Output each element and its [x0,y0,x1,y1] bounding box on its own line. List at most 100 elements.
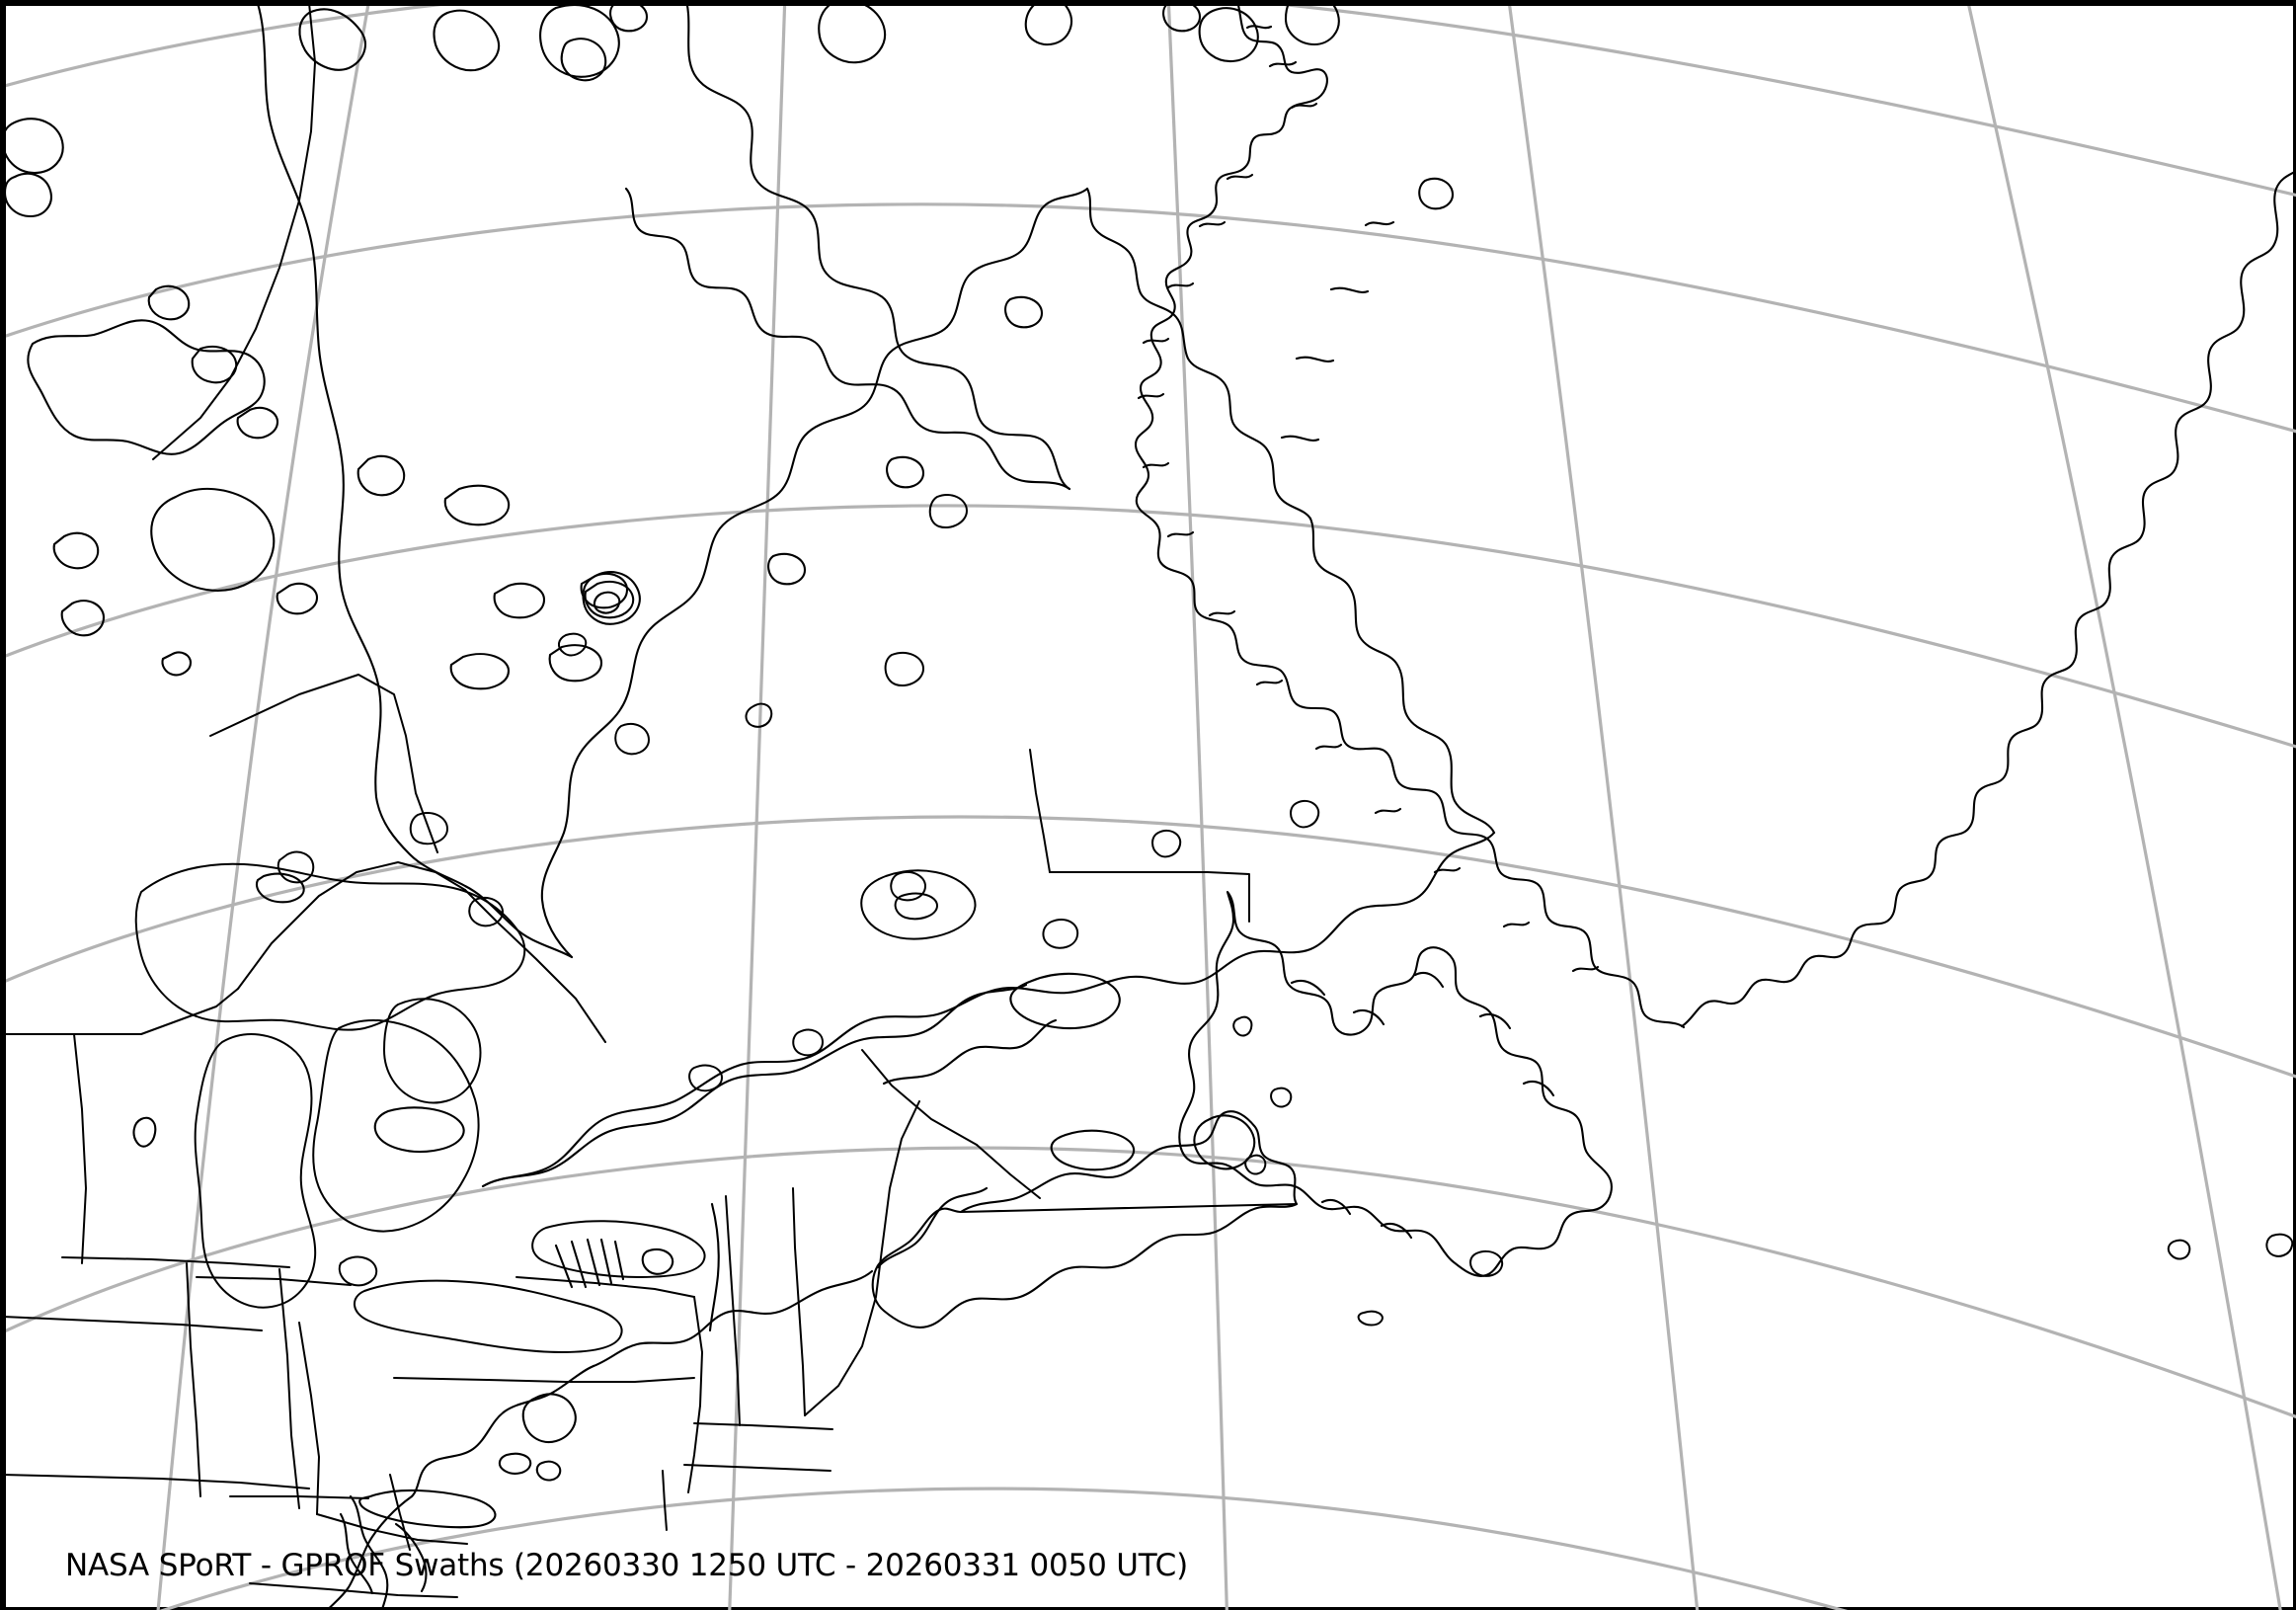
newfoundland-small-island-1 [1232,1015,1253,1037]
interior-lake-9 [614,722,650,756]
isle-royale [256,872,305,904]
arctic-island-a [298,8,366,71]
nb-ns-border [976,1144,1041,1199]
maritimes [871,1018,1299,1328]
prince-edward-island [1050,1129,1136,1171]
us-state-border-penn-north [515,1276,695,1298]
arctic-island-i [3,118,64,175]
arctic-island-c [539,3,620,78]
belcher-islands [582,571,641,625]
graticule-parallel [3,3,2296,198]
hudson-strait-island-1 [886,455,925,489]
lake-winnebago [132,1116,157,1148]
interior-lake-7 [409,811,448,845]
victoria-island-coast [27,319,266,455]
lake-champlain [708,1202,720,1332]
north-island-fragment-1 [609,3,649,33]
great-lakes [134,850,706,1353]
massachusetts-coast [410,1364,595,1498]
interior-lakes-and-islands [132,493,2294,1332]
ungava-peninsula [1085,187,1312,521]
arctic-small-island-3 [236,406,279,440]
sable-island [1357,1310,1384,1327]
us-state-border-vermont-nh [725,1195,741,1426]
lake-erie [354,1279,623,1353]
graticule-parallels [3,3,2296,1610]
gaspe-peninsula [797,983,1028,1072]
canada-us-border-west [3,988,239,1035]
graticule-parallel [159,1487,1849,1610]
azores-island-a [2167,1239,2191,1260]
hudson-bay-west-coast [256,3,382,799]
us-state-border-2 [3,1316,263,1331]
arctic-island-f [1198,7,1259,63]
small-island-j [52,531,100,570]
north-island-fragment-3 [1418,177,1455,210]
hudson-strait-island-2 [767,552,807,586]
ungava-interior-lake [860,869,977,940]
arctic-island-d [560,38,607,82]
ellesmere-fragment [1024,3,1072,46]
arctic-island-g [1284,3,1340,46]
bay-of-fundy [876,1186,989,1269]
new-brunswick-coast [882,1018,1058,1086]
canada-border-west-extra [152,3,316,460]
map-plot-area [3,3,2296,1610]
lake-nipigon [277,850,315,884]
greenland-east-coast [1680,395,2211,1028]
newfoundland-inlets [1290,971,1555,1240]
us-state-border-conn [662,1470,668,1531]
interior-lake-2 [688,1064,723,1092]
political-borders [3,3,1250,1598]
interior-lake-12 [1290,799,1320,829]
us-state-border-ky-tn [3,1474,310,1489]
graticule-meridian [1166,3,1228,1610]
nova-scotia-south-coast [871,1202,1299,1328]
canada-us-border-lakes [237,861,466,990]
us-state-border-wisconsin [73,1033,87,1264]
graticule-meridian [156,3,370,1610]
chesapeake-bay [339,1494,389,1610]
northern-fragments [609,3,1455,586]
st-lawrence-river-north [481,1064,740,1188]
us-state-border-indiana [278,1268,300,1509]
manitoulin-island [373,1106,465,1154]
interior-lake-5 [928,493,968,528]
interior-lake-3 [1042,918,1079,949]
graticule-meridian [1966,3,2282,1610]
graticule-parallel [3,815,2296,1079]
small-island-m [161,651,193,677]
greenland-west-fjord-detail [1280,220,1395,442]
interior-lake-6 [558,632,588,657]
hudson-small-island-3 [493,582,546,619]
arctic-small-island-1 [147,284,191,321]
finger-lakes-island [641,1248,674,1275]
greenland-east-coast-upper [2207,170,2296,399]
labrador-south-coast [1129,831,1496,985]
newfoundland-offshore-island-1 [1270,1087,1293,1108]
hudson-bay-southwest [374,795,574,959]
quebec-north-coast [692,325,949,596]
finger-lakes [554,1238,625,1289]
us-state-border-nh-maine [792,1187,806,1416]
gulf-st-lawrence-north [736,975,1133,1068]
northern-canada-coastline [3,118,641,690]
greenland-outline [1134,3,1686,1029]
maine-nb-border [804,1100,920,1416]
graticule-meridian [1507,3,1700,1610]
quebec-labrador-border-north [1029,749,1051,873]
us-state-border-ma-north [693,1422,833,1430]
quebec-labrador-border [1049,871,1250,923]
quebec-lake-manicouagan [890,870,926,902]
us-state-border-ny-vt [693,1296,703,1407]
hudson-small-island-7 [584,580,635,619]
maine-coast [592,1269,874,1368]
small-atlantic-island-1 [1469,1249,1504,1277]
arctic-islands [298,3,1340,491]
lake-ontario [531,1220,706,1278]
greenland-coastline [1134,3,2296,1029]
graticule-parallel [3,202,2296,434]
map-caption: NASA SPoRT - GPROF Swaths (20260330 1250… [65,1548,1188,1583]
interior-lake-1 [792,1028,824,1057]
